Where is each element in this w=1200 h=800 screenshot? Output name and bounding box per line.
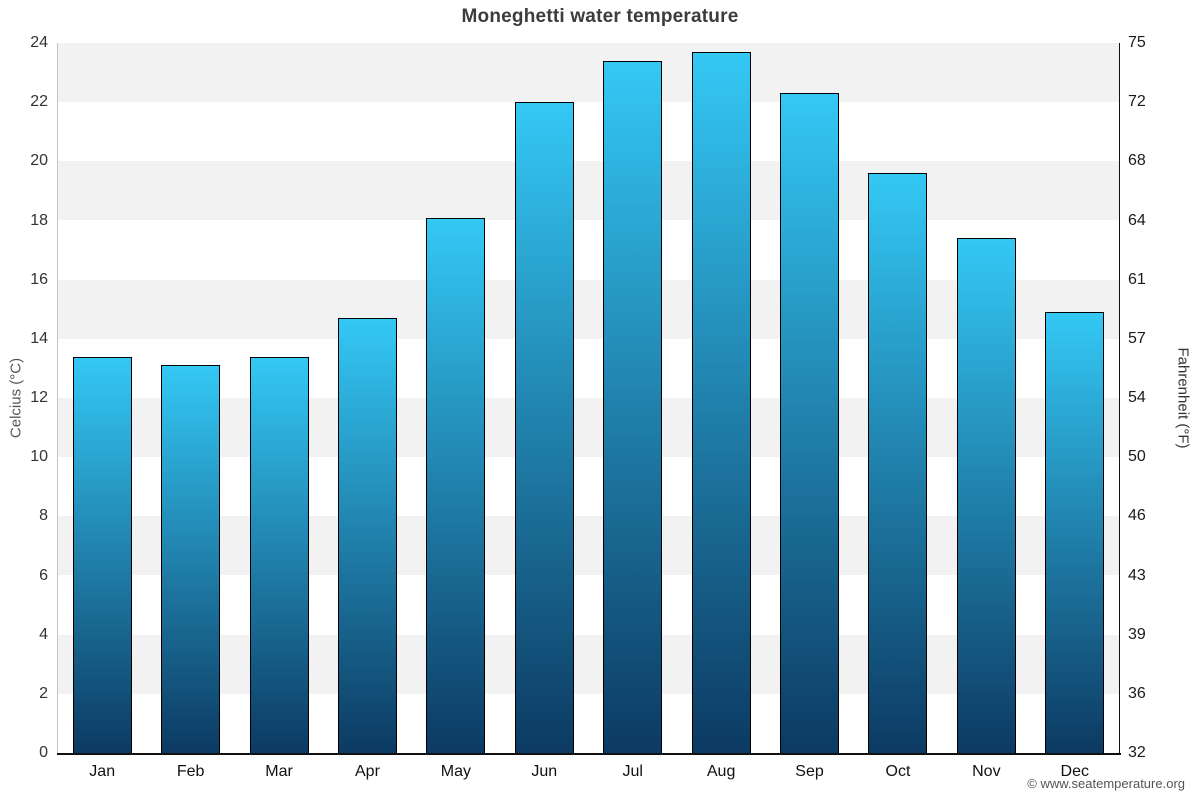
x-tick-label-aug: Aug — [706, 763, 736, 780]
fahrenheit-tick-label: 50 — [1128, 448, 1146, 466]
x-tick-label-mar: Mar — [265, 763, 293, 780]
celsius-tick-label: 2 — [39, 684, 48, 702]
celsius-tick-label: 24 — [30, 34, 48, 51]
fahrenheit-axis-title: Fahrenheit (°F) — [1174, 347, 1192, 449]
x-tick-label-feb: Feb — [176, 763, 205, 780]
plot-area — [58, 43, 1119, 753]
celsius-tick-label: 18 — [30, 211, 48, 229]
bar-dec — [1045, 312, 1105, 753]
bar-mar — [249, 356, 309, 753]
bar-may — [426, 217, 486, 753]
grid-band — [58, 693, 1119, 753]
celsius-tick-label: 16 — [30, 270, 48, 288]
grid-band — [58, 457, 1119, 517]
x-tick-label-jan: Jan — [89, 763, 116, 780]
celsius-tick-label: 12 — [30, 389, 48, 406]
celsius-tick-label: 10 — [30, 448, 48, 466]
fahrenheit-tick-label: 54 — [1128, 389, 1146, 406]
x-tick-label-oct: Oct — [885, 763, 911, 780]
grid-band — [58, 398, 1119, 458]
celsius-tick-label: 14 — [30, 329, 48, 347]
grid-band — [58, 102, 1119, 162]
grid-band — [58, 575, 1119, 635]
fahrenheit-tick-label: 64 — [1128, 211, 1146, 229]
x-tick-label-jun: Jun — [531, 763, 558, 780]
fahrenheit-tick-label: 43 — [1128, 566, 1146, 584]
celsius-tick-label: 0 — [39, 744, 48, 761]
celsius-tick-label: 20 — [30, 152, 48, 170]
grid-band — [58, 220, 1119, 280]
fahrenheit-tick-label: 32 — [1128, 744, 1146, 761]
fahrenheit-tick-label: 68 — [1128, 152, 1146, 170]
bar-aug — [691, 51, 751, 753]
grid-band — [58, 43, 1119, 103]
bar-apr — [337, 318, 397, 753]
grid-band — [58, 161, 1119, 221]
grid-band — [58, 634, 1119, 694]
bar-feb — [161, 365, 221, 753]
x-axis-line — [57, 753, 1121, 755]
celsius-tick-label: 6 — [39, 566, 48, 584]
grid-band — [58, 338, 1119, 398]
bar-jan — [72, 356, 132, 753]
fahrenheit-tick-label: 36 — [1128, 684, 1146, 702]
grid-band — [58, 279, 1119, 339]
x-tick-label-apr: Apr — [355, 763, 380, 780]
celsius-tick-label: 22 — [30, 93, 48, 111]
fahrenheit-tick-label: 46 — [1128, 507, 1146, 525]
celsius-tick-label: 8 — [39, 507, 48, 525]
fahrenheit-tick-label: 72 — [1128, 93, 1146, 111]
bar-sep — [780, 93, 840, 753]
fahrenheit-tick-label: 57 — [1128, 329, 1146, 347]
bar-oct — [868, 173, 928, 753]
fahrenheit-tick-label: 75 — [1128, 34, 1146, 51]
x-tick-label-nov: Nov — [972, 763, 1001, 780]
celsius-axis-title: Celcius (°C) — [7, 357, 25, 439]
celsius-tick-label: 4 — [39, 625, 48, 643]
bar-nov — [956, 238, 1016, 753]
fahrenheit-tick-label: 61 — [1128, 270, 1146, 288]
grid-band — [58, 516, 1119, 576]
celsius-axis-line — [57, 43, 58, 753]
bar-jul — [603, 60, 663, 753]
fahrenheit-tick-label: 39 — [1128, 625, 1146, 643]
fahrenheit-axis-line — [1119, 43, 1120, 753]
bar-jun — [514, 102, 574, 753]
chart-title: Moneghetti water temperature — [461, 6, 739, 27]
x-tick-label-dec: Dec — [1060, 763, 1089, 780]
x-tick-label-may: May — [440, 763, 471, 780]
x-tick-label-jul: Jul — [622, 763, 643, 780]
copyright-text: © www.seatemperature.org — [1027, 776, 1185, 791]
x-tick-label-sep: Sep — [795, 763, 824, 780]
